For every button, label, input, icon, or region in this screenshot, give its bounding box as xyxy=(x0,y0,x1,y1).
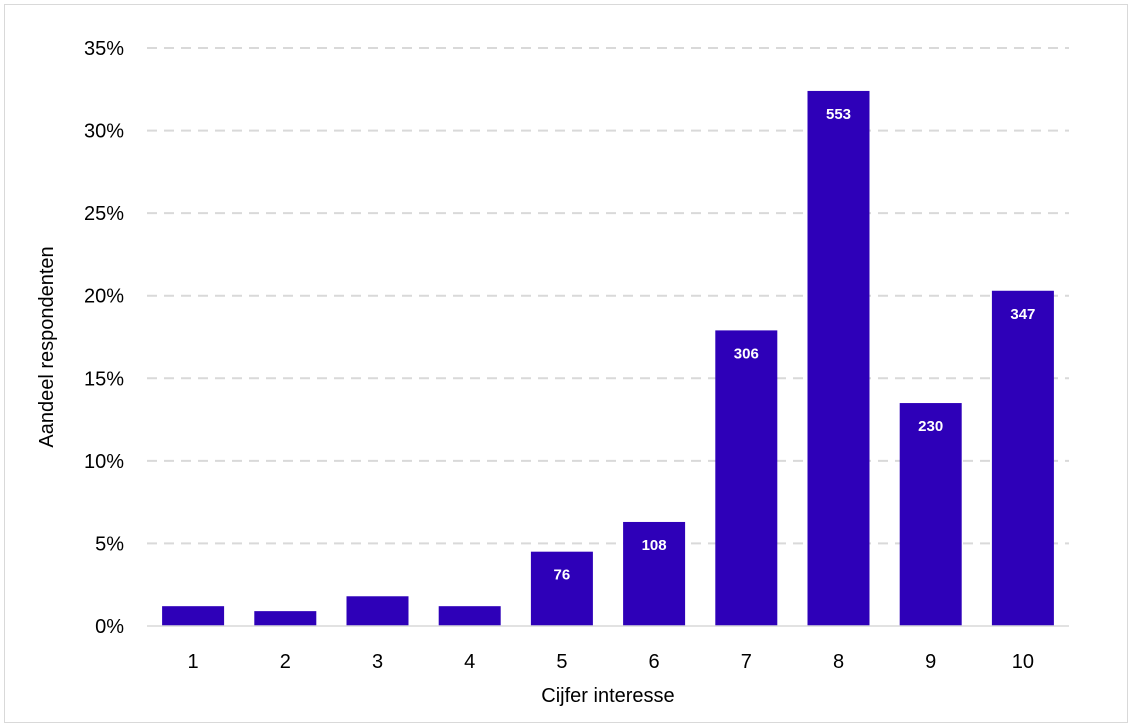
y-tick-label: 30% xyxy=(84,121,124,143)
bar-data-label: 76 xyxy=(554,567,571,584)
x-tick-label: 9 xyxy=(925,651,936,673)
bar-5 xyxy=(530,551,593,626)
bar-6 xyxy=(623,521,686,626)
x-tick-label: 2 xyxy=(280,651,291,673)
bar-data-label: 306 xyxy=(734,345,759,362)
x-axis-label: Cijfer interesse xyxy=(541,685,674,707)
bar-7 xyxy=(715,330,778,626)
y-tick-label: 25% xyxy=(84,203,124,225)
bar-4 xyxy=(438,606,501,626)
y-tick-label: 35% xyxy=(84,38,124,60)
x-tick-labels: 1 2 3 4 5 6 7 8 9 10 xyxy=(188,651,1034,673)
x-tick-label: 6 xyxy=(649,651,660,673)
y-axis-label: Aandeel respondenten xyxy=(36,246,58,447)
x-tick-label: 7 xyxy=(741,651,752,673)
y-tick-label: 10% xyxy=(84,451,124,473)
bars: 76 108 306 553 230 347 xyxy=(162,90,1054,627)
bar-data-label: 347 xyxy=(1010,306,1035,323)
bar-2 xyxy=(254,611,317,626)
x-tick-label: 5 xyxy=(556,651,567,673)
bar-data-label: 108 xyxy=(642,537,667,554)
bar-data-label: 553 xyxy=(826,106,851,123)
x-tick-label: 3 xyxy=(372,651,383,673)
bar-9 xyxy=(899,403,962,626)
y-tick-labels: 0% 5% 10% 15% 20% 25% 30% 35% xyxy=(84,38,124,638)
x-tick-label: 1 xyxy=(188,651,199,673)
x-tick-label: 4 xyxy=(464,651,475,673)
x-tick-label: 10 xyxy=(1012,651,1034,673)
bar-3 xyxy=(346,596,409,626)
x-tick-label: 8 xyxy=(833,651,844,673)
y-tick-label: 0% xyxy=(95,616,124,638)
bar-8 xyxy=(807,90,870,627)
y-tick-label: 15% xyxy=(84,368,124,390)
bar-data-label: 230 xyxy=(918,418,943,435)
y-tick-label: 20% xyxy=(84,286,124,308)
bar-10 xyxy=(991,290,1054,626)
bar-1 xyxy=(162,606,225,626)
y-tick-label: 5% xyxy=(95,533,124,555)
